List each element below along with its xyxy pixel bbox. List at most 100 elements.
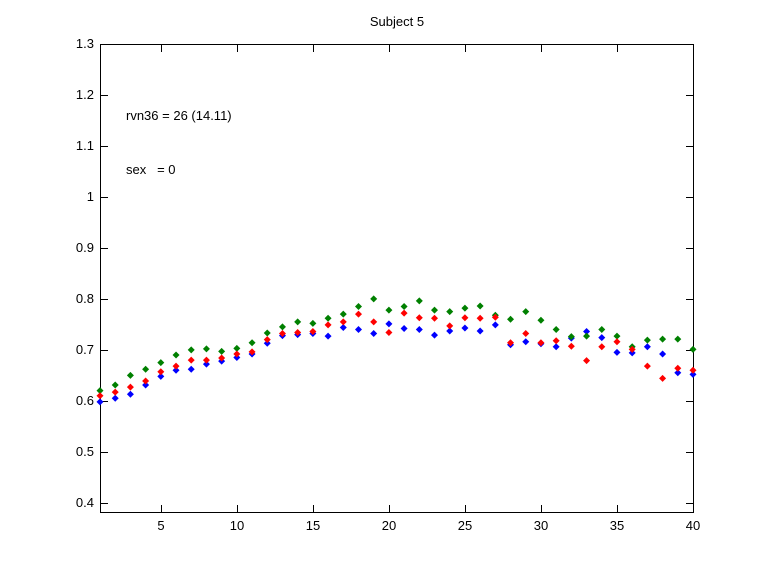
- marker-green: [202, 345, 210, 353]
- marker-red: [552, 337, 560, 345]
- marker-blue: [126, 390, 134, 398]
- marker-red: [689, 366, 697, 374]
- y-tick-label: 1.1: [75, 138, 94, 153]
- marker-blue: [187, 365, 195, 373]
- x-tick-label: 5: [157, 518, 165, 533]
- marker-blue: [96, 398, 104, 406]
- marker-red: [674, 364, 682, 372]
- annotation-line-1: rvn36 = 26 (14.11): [126, 108, 232, 123]
- marker-green: [552, 325, 560, 333]
- marker-green: [567, 333, 575, 341]
- marker-red: [309, 328, 317, 336]
- y-tick-label: 0.9: [75, 240, 94, 255]
- marker-red: [507, 339, 515, 347]
- annotation-box: rvn36 = 26 (14.11) sex = 0: [126, 71, 232, 215]
- marker-red: [598, 343, 606, 351]
- marker-green: [294, 318, 302, 326]
- marker-red: [567, 342, 575, 350]
- x-tick-label: 10: [229, 518, 245, 533]
- marker-blue: [583, 328, 591, 336]
- marker-green: [415, 297, 423, 305]
- marker-green: [476, 302, 484, 310]
- x-tick-label: 30: [533, 518, 549, 533]
- marker-green: [248, 339, 256, 347]
- y-tick-label: 1.2: [75, 87, 94, 102]
- marker-green: [187, 346, 195, 354]
- y-tick-label: 0.6: [75, 393, 94, 408]
- x-tick-label: 40: [685, 518, 701, 533]
- x-tick-label: 20: [381, 518, 397, 533]
- marker-red: [643, 362, 651, 370]
- marker-red: [278, 330, 286, 338]
- marker-red: [446, 322, 454, 330]
- y-tick-label: 0.8: [75, 291, 94, 306]
- marker-green: [370, 295, 378, 303]
- marker-red: [370, 318, 378, 326]
- marker-green: [157, 359, 165, 367]
- y-tick-label: 0.4: [75, 495, 94, 510]
- marker-red: [187, 356, 195, 364]
- marker-blue: [370, 330, 378, 338]
- marker-green: [309, 319, 317, 327]
- marker-blue: [415, 325, 423, 333]
- marker-red: [476, 314, 484, 322]
- marker-blue: [233, 354, 241, 362]
- y-tick-label: 1: [86, 189, 94, 204]
- marker-red: [96, 392, 104, 400]
- marker-green: [96, 387, 104, 395]
- marker-blue: [354, 325, 362, 333]
- marker-red: [491, 313, 499, 321]
- marker-green: [233, 344, 241, 352]
- marker-green: [674, 335, 682, 343]
- marker-blue: [385, 320, 393, 328]
- marker-red: [628, 345, 636, 353]
- marker-blue: [522, 338, 530, 346]
- marker-red: [172, 362, 180, 370]
- marker-blue: [157, 372, 165, 380]
- x-tick-label: 25: [457, 518, 473, 533]
- marker-green: [111, 381, 119, 389]
- y-tick-label: 0.7: [75, 342, 94, 357]
- marker-green: [583, 332, 591, 340]
- chart-title: Subject 5: [369, 14, 425, 29]
- marker-blue: [400, 324, 408, 332]
- marker-red: [385, 329, 393, 337]
- marker-blue: [446, 327, 454, 335]
- marker-green: [278, 323, 286, 331]
- axes-box: [100, 44, 694, 513]
- marker-red: [263, 336, 271, 344]
- y-tick-label: 0.5: [75, 444, 94, 459]
- marker-green: [613, 332, 621, 340]
- marker-green: [446, 308, 454, 316]
- marker-blue: [476, 327, 484, 335]
- marker-blue: [263, 339, 271, 347]
- marker-green: [385, 306, 393, 314]
- marker-red: [583, 357, 591, 365]
- marker-blue: [689, 370, 697, 378]
- marker-green: [522, 308, 530, 316]
- marker-red: [354, 310, 362, 318]
- marker-red: [537, 339, 545, 347]
- marker-red: [659, 374, 667, 382]
- marker-red: [157, 368, 165, 376]
- marker-green: [461, 304, 469, 312]
- marker-blue: [172, 366, 180, 374]
- marker-blue: [659, 350, 667, 358]
- marker-green: [339, 310, 347, 318]
- annotation-line-2: sex = 0: [126, 162, 176, 177]
- marker-blue: [142, 381, 150, 389]
- marker-red: [294, 329, 302, 337]
- marker-red: [218, 354, 226, 362]
- marker-green: [431, 306, 439, 314]
- marker-blue: [461, 324, 469, 332]
- marker-green: [218, 347, 226, 355]
- marker-red: [431, 314, 439, 322]
- marker-blue: [643, 343, 651, 351]
- marker-red: [142, 377, 150, 385]
- x-tick-label: 15: [305, 518, 321, 533]
- marker-green: [400, 303, 408, 311]
- marker-blue: [674, 369, 682, 377]
- marker-green: [324, 314, 332, 322]
- marker-red: [126, 383, 134, 391]
